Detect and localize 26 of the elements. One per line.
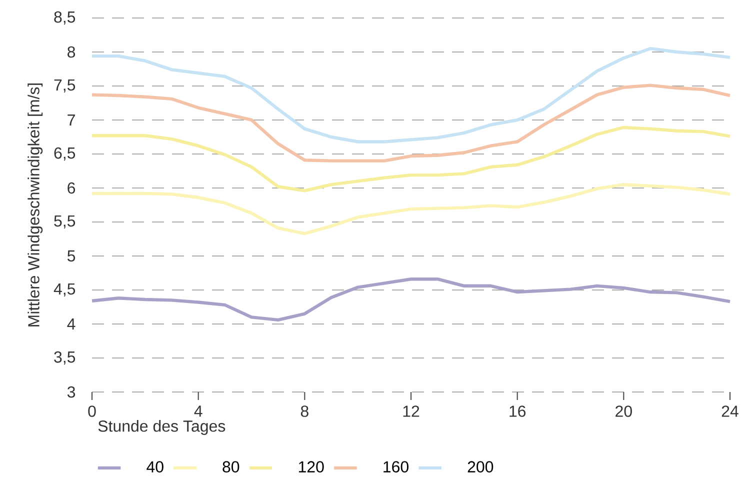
y-axis-title: Mittlere Windgeschwindigkeit [m/s]: [28, 83, 43, 326]
legend-label: 80: [222, 461, 240, 472]
x-tick-label: 16: [510, 406, 526, 417]
legend-label: 160: [384, 461, 408, 472]
x-tick-label: 0: [88, 406, 96, 417]
legend-label: 120: [298, 461, 324, 472]
legend-label: 40: [146, 461, 164, 472]
x-tick-label: 4: [194, 406, 202, 417]
y-tick-label: 7,5: [54, 79, 76, 93]
y-tick-label: 8: [68, 46, 76, 58]
x-tick-label: 20: [616, 406, 632, 417]
legend-label: 200: [468, 461, 494, 472]
y-tick-label: 3: [67, 386, 76, 398]
x-tick-label: 8: [300, 406, 308, 417]
y-tick-label: 3,5: [54, 351, 76, 365]
x-tick-label: 12: [403, 406, 420, 417]
y-tick-label: 8,5: [54, 11, 76, 25]
x-tick-label: 24: [722, 406, 738, 417]
y-tick-label: 6: [68, 182, 76, 194]
x-axis-title: Stunde des Tages: [98, 420, 226, 435]
y-tick-label: 4: [67, 318, 76, 330]
y-tick-label: 5,5: [54, 215, 76, 229]
y-tick-label: 7: [68, 114, 75, 126]
y-tick-label: 6,5: [54, 147, 76, 161]
y-tick-label: 5: [67, 250, 76, 262]
y-tick-label: 4,5: [54, 283, 76, 297]
